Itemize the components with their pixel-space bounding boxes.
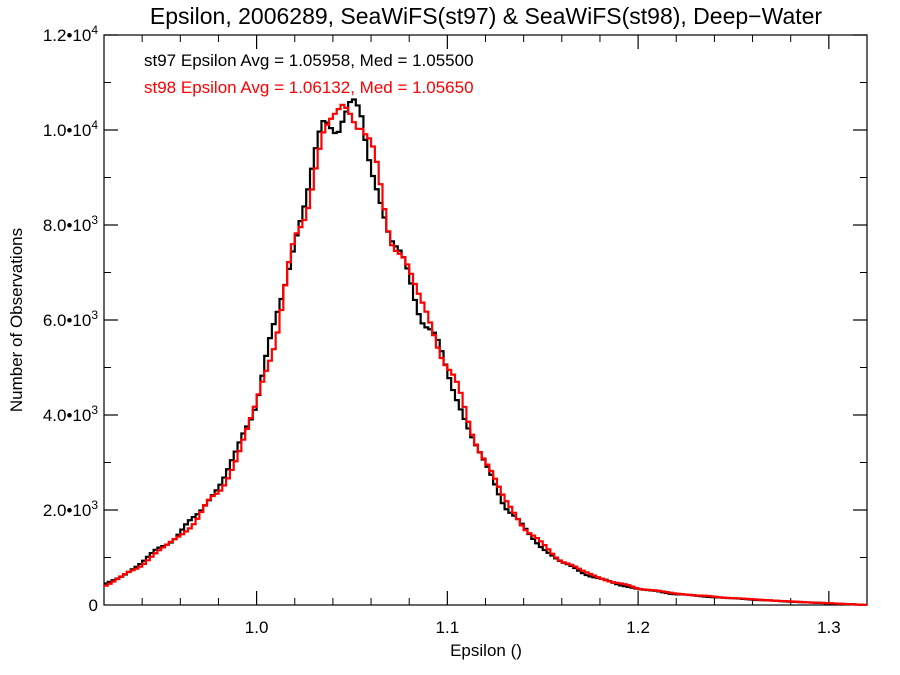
y-tick-label: 1.0•104 (43, 118, 99, 140)
annotation-st97: st97 Epsilon Avg = 1.05958, Med = 1.0550… (144, 51, 474, 70)
x-axis-label: Epsilon () (450, 641, 522, 660)
y-tick-label: 4.0•103 (43, 403, 99, 425)
y-axis-label: Number of Observations (7, 228, 26, 412)
histogram-series-0 (104, 98, 867, 607)
y-tick-exponent: 3 (91, 308, 98, 322)
y-tick-exponent: 3 (91, 498, 98, 512)
y-tick-mantissa: 2.0•10 (43, 501, 92, 520)
x-tick-label: 1.3 (817, 618, 841, 637)
x-tick-label: 1.1 (436, 618, 460, 637)
y-tick-exponent: 3 (91, 403, 98, 417)
x-axis-ticks: 1.0 1.1 1.2 1.3 (103, 35, 868, 637)
y-tick-label: 0 (89, 596, 98, 615)
y-tick-mantissa: 0 (89, 596, 98, 615)
chart-title: Epsilon, 2006289, SeaWiFS(st97) & SeaWiF… (150, 3, 823, 29)
y-tick-label: 1.2•104 (43, 23, 99, 45)
annotation-st98: st98 Epsilon Avg = 1.06132, Med = 1.0565… (144, 78, 474, 97)
y-tick-label: 8.0•103 (43, 213, 99, 235)
y-tick-mantissa: 1.0•10 (43, 121, 92, 140)
series-layer (104, 98, 867, 607)
y-tick-exponent: 3 (91, 213, 98, 227)
y-axis-ticks: 02.0•1034.0•1036.0•1038.0•1031.0•1041.2•… (43, 23, 867, 615)
y-tick-label: 6.0•103 (43, 308, 99, 330)
x-tick-label: 1.0 (245, 618, 269, 637)
y-tick-mantissa: 1.2•10 (43, 26, 92, 45)
histogram-series-1 (104, 103, 867, 607)
x-tick-label: 1.2 (626, 618, 650, 637)
plot-frame (103, 34, 868, 606)
y-tick-mantissa: 8.0•10 (43, 216, 92, 235)
y-tick-label: 2.0•103 (43, 498, 99, 520)
y-tick-exponent: 4 (91, 23, 98, 37)
y-tick-mantissa: 4.0•10 (43, 406, 92, 425)
y-tick-exponent: 4 (91, 118, 98, 132)
y-tick-mantissa: 6.0•10 (43, 311, 92, 330)
